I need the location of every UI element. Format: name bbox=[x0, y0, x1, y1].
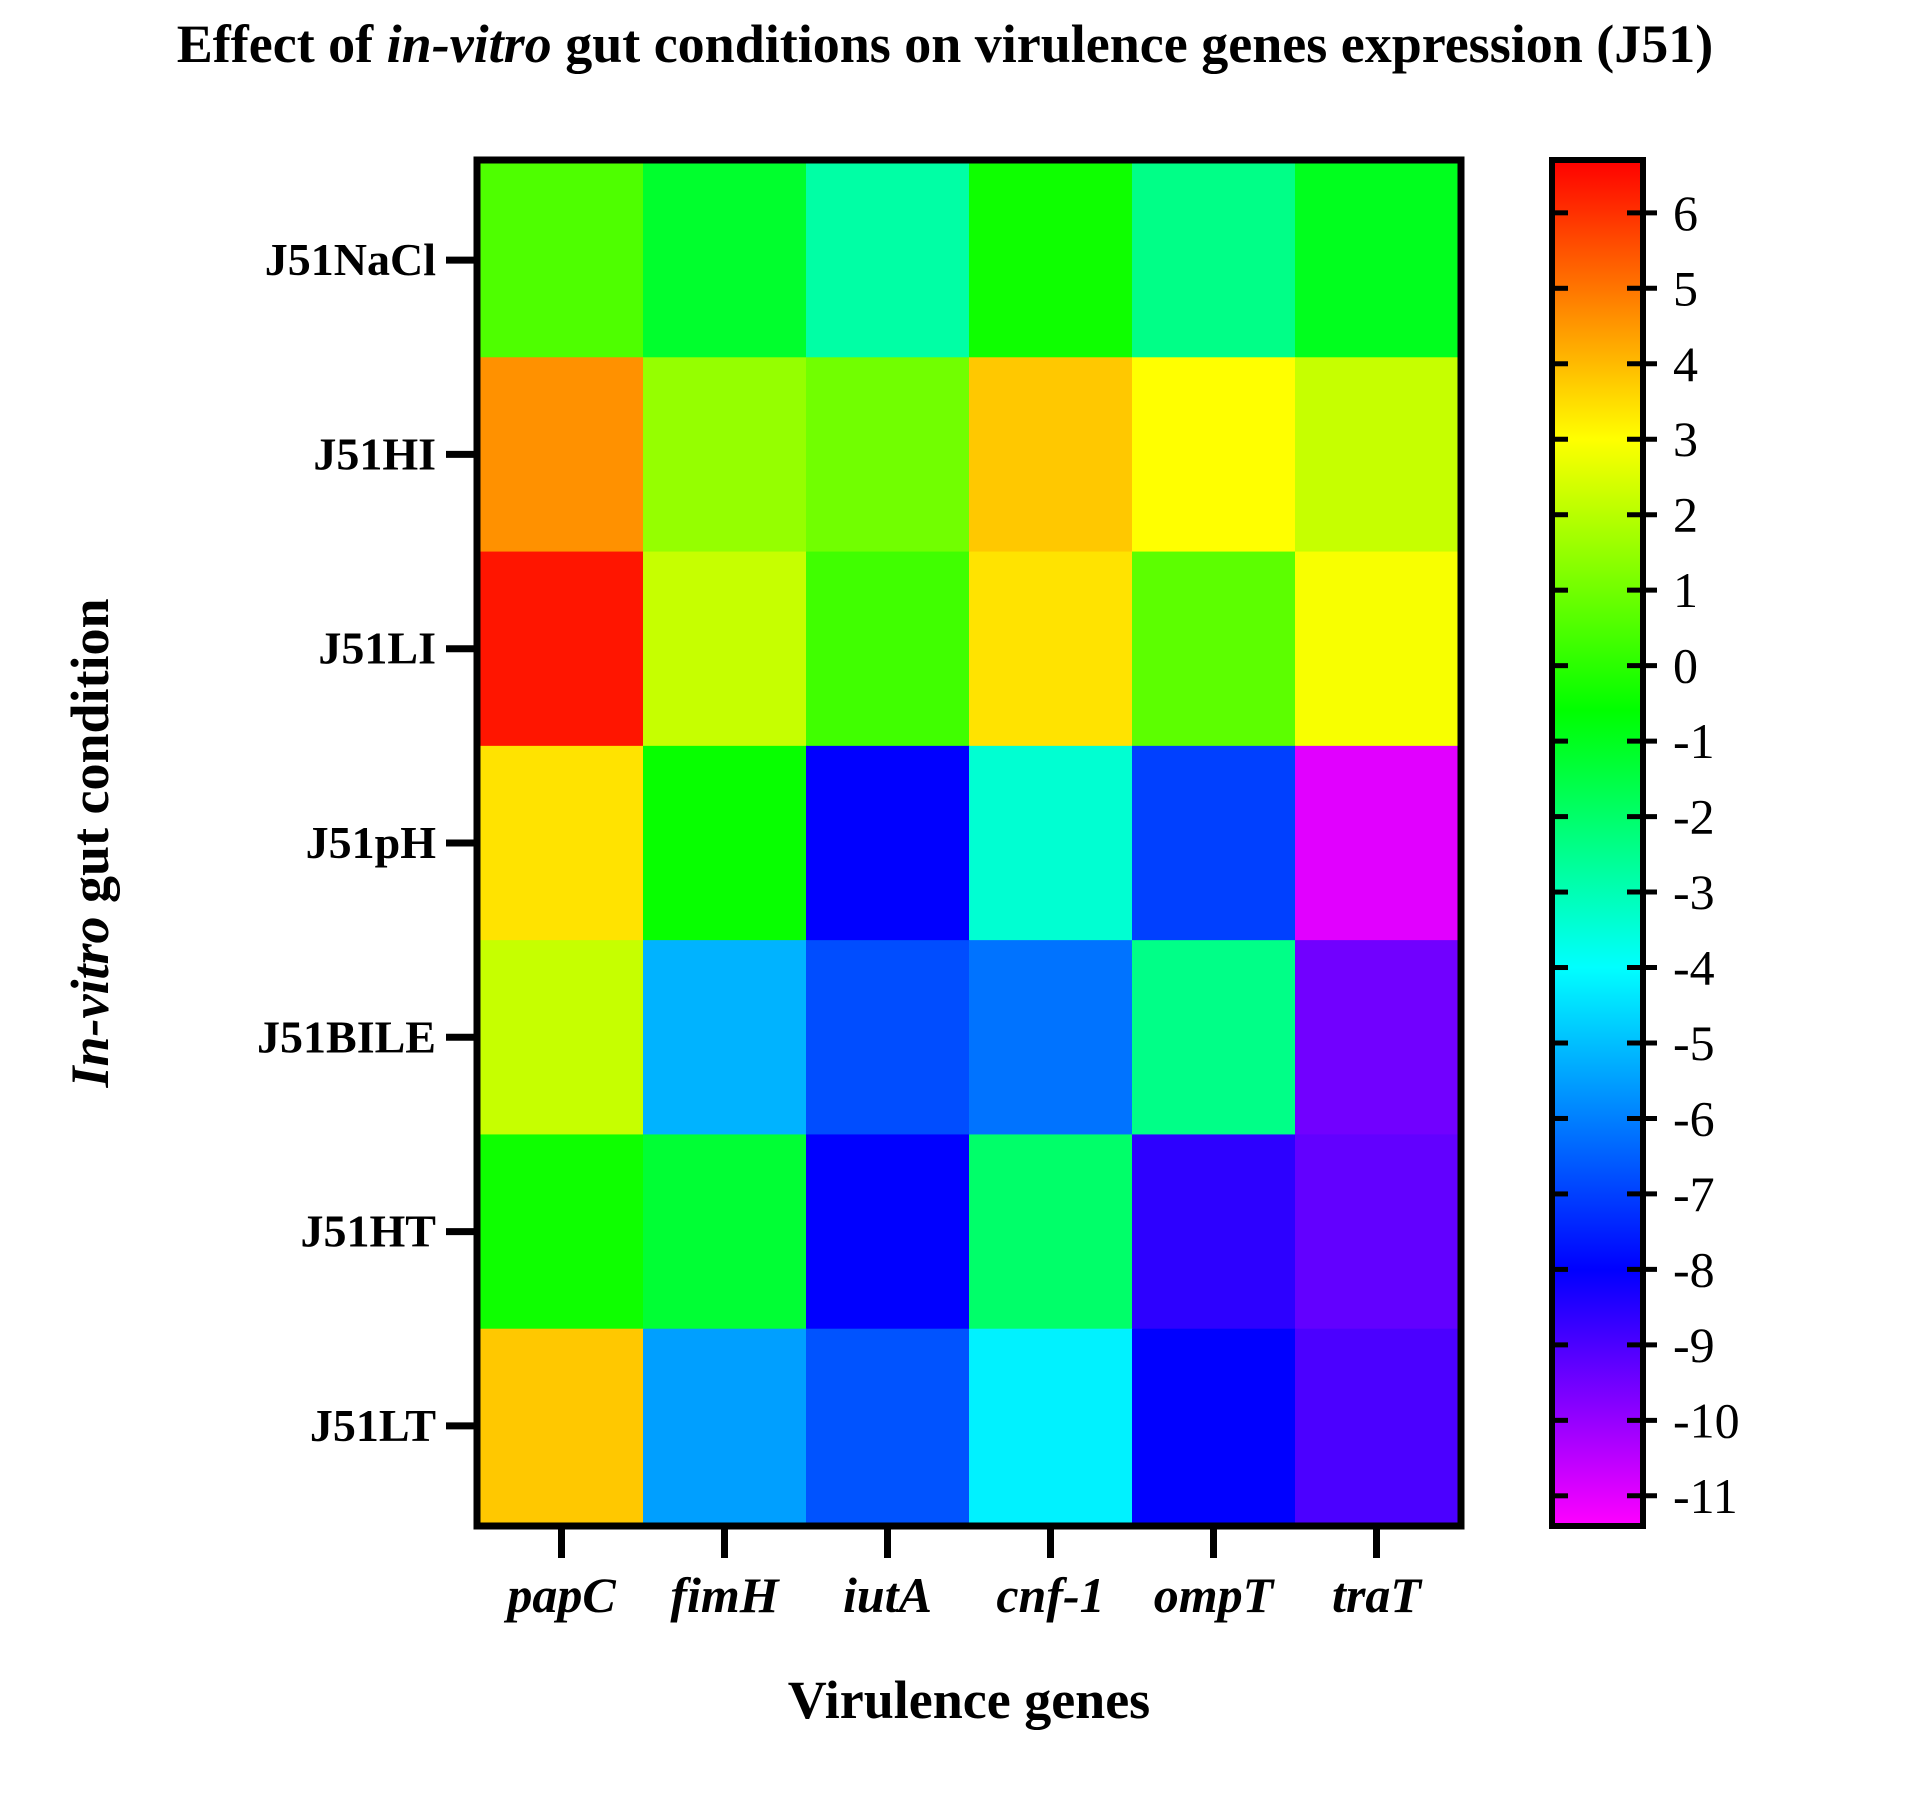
y-tick-label-J51HT: J51HT bbox=[301, 1206, 436, 1257]
heatmap-cell-J51HI-iutA bbox=[806, 357, 970, 553]
chart-title-part-2: gut conditions on virulence genes expres… bbox=[552, 14, 1714, 74]
heatmap-cell-J51pH-papC bbox=[480, 745, 644, 941]
heatmap-cell-J51NaCl-traT bbox=[1295, 163, 1459, 358]
y-tick-label-J51LT: J51LT bbox=[310, 1400, 436, 1451]
colorbar-tick-label--8: -8 bbox=[1673, 1241, 1715, 1297]
x-axis-label: Virulence genes bbox=[788, 1670, 1150, 1730]
heatmap-cell-J51LI-papC bbox=[480, 551, 644, 747]
colorbar-tick-label--2: -2 bbox=[1673, 789, 1715, 845]
colorbar bbox=[1549, 157, 1646, 1529]
heatmap-cell-J51BILE-iutA bbox=[806, 940, 970, 1136]
heatmap-cell-J51LI-cnf-1 bbox=[969, 551, 1133, 747]
heatmap-cell-J51HT-fimH bbox=[643, 1134, 807, 1330]
y-axis-label-italic: In-vitro bbox=[60, 917, 120, 1089]
heatmap-cell-J51BILE-papC bbox=[480, 940, 644, 1136]
y-axis-label: In-vitro gut condition bbox=[60, 598, 120, 1088]
heatmap-cell-J51HT-cnf-1 bbox=[969, 1134, 1133, 1330]
heatmap-cell-J51pH-iutA bbox=[806, 745, 970, 941]
x-tick-label-papC: papC bbox=[503, 1567, 616, 1623]
x-tick-label-iutA: iutA bbox=[843, 1567, 932, 1623]
y-axis-label-rest: gut condition bbox=[60, 598, 120, 916]
x-axis: papC fimH iutA cnf-1 ompT traT bbox=[503, 1526, 1423, 1623]
heatmap-cell-J51LI-iutA bbox=[806, 551, 970, 747]
x-tick-label-cnf-1: cnf-1 bbox=[996, 1567, 1104, 1623]
colorbar-tick-label--6: -6 bbox=[1673, 1090, 1715, 1146]
heatmap-cell-J51HT-traT bbox=[1295, 1134, 1459, 1330]
colorbar-ticks: 6 5 4 3 2 1 0 -1 -2 -3 -4 -5 -6 -7 -8 -9 -10 -11 bbox=[1552, 185, 1740, 1524]
y-tick-label-J51NaCl: J51NaCl bbox=[265, 234, 436, 285]
heatmap-cell-J51HI-cnf-1 bbox=[969, 357, 1133, 553]
heatmap-cell-J51pH-ompT bbox=[1132, 745, 1296, 941]
colorbar-tick-label-6: 6 bbox=[1673, 185, 1698, 241]
heatmap-cell-J51LT-papC bbox=[480, 1328, 644, 1524]
heatmap-cell-J51LI-traT bbox=[1295, 551, 1459, 747]
heatmap-cell-J51pH-traT bbox=[1295, 745, 1459, 941]
heatmap-cell-J51LT-iutA bbox=[806, 1328, 970, 1524]
heatmap-cell-J51LT-fimH bbox=[643, 1328, 807, 1524]
colorbar-tick-label-2: 2 bbox=[1673, 487, 1698, 543]
chart-title-part-1: Effect of bbox=[177, 14, 387, 74]
colorbar-tick-label--4: -4 bbox=[1673, 940, 1715, 996]
colorbar-tick-label-1: 1 bbox=[1673, 562, 1698, 618]
heatmap-cell-J51HI-papC bbox=[480, 357, 644, 553]
colorbar-tick-label--3: -3 bbox=[1673, 864, 1715, 920]
heatmap-cell-J51NaCl-iutA bbox=[806, 163, 970, 358]
chart-title: Effect of in-vitro gut conditions on vir… bbox=[177, 14, 1713, 74]
heatmap-cell-J51HI-fimH bbox=[643, 357, 807, 553]
heatmap-cell-J51HI-traT bbox=[1295, 357, 1459, 553]
colorbar-tick-label-0: 0 bbox=[1673, 638, 1698, 694]
x-tick-label-traT: traT bbox=[1332, 1567, 1423, 1623]
colorbar-tick-label-5: 5 bbox=[1673, 260, 1698, 316]
colorbar-tick-label--11: -11 bbox=[1673, 1468, 1738, 1524]
y-tick-label-J51LI: J51LI bbox=[318, 623, 436, 674]
y-tick-label-J51pH: J51pH bbox=[306, 817, 437, 868]
colorbar-tick-label--10: -10 bbox=[1673, 1392, 1740, 1448]
heatmap-cell-J51HI-ompT bbox=[1132, 357, 1296, 553]
y-axis: J51NaCl J51HI J51LI J51pH J51BILE J51HT J51LT bbox=[257, 234, 477, 1451]
heatmap-cell-J51HT-papC bbox=[480, 1134, 644, 1330]
heatmap-cell-J51HT-ompT bbox=[1132, 1134, 1296, 1330]
heatmap-cell-J51pH-cnf-1 bbox=[969, 745, 1133, 941]
y-tick-label-J51HI: J51HI bbox=[313, 428, 436, 479]
heatmap-cell-J51BILE-traT bbox=[1295, 940, 1459, 1136]
colorbar-tick-label--9: -9 bbox=[1673, 1317, 1715, 1373]
colorbar-tick-label--5: -5 bbox=[1673, 1015, 1715, 1071]
heatmap-cell-J51LT-ompT bbox=[1132, 1328, 1296, 1524]
colorbar-tick-label--1: -1 bbox=[1673, 713, 1715, 769]
heatmap-cell-J51LI-fimH bbox=[643, 551, 807, 747]
heatmap-cells bbox=[480, 163, 1459, 1524]
heatmap-cell-J51NaCl-papC bbox=[480, 163, 644, 358]
heatmap-cell-J51BILE-ompT bbox=[1132, 940, 1296, 1136]
colorbar-tick-label-4: 4 bbox=[1673, 336, 1698, 392]
heatmap-cell-J51pH-fimH bbox=[643, 745, 807, 941]
y-tick-label-J51BILE: J51BILE bbox=[257, 1011, 436, 1062]
heatmap-cell-J51LT-cnf-1 bbox=[969, 1328, 1133, 1524]
heatmap-cell-J51HT-iutA bbox=[806, 1134, 970, 1330]
x-tick-label-fimH: fimH bbox=[670, 1567, 780, 1623]
heatmap-cell-J51NaCl-cnf-1 bbox=[969, 163, 1133, 358]
colorbar-tick-label--7: -7 bbox=[1673, 1166, 1715, 1222]
heatmap-cell-J51BILE-cnf-1 bbox=[969, 940, 1133, 1136]
colorbar-tick-label-3: 3 bbox=[1673, 411, 1698, 467]
heatmap-cell-J51NaCl-ompT bbox=[1132, 163, 1296, 358]
heatmap-cell-J51LT-traT bbox=[1295, 1328, 1459, 1524]
x-tick-label-ompT: ompT bbox=[1154, 1567, 1276, 1623]
heatmap-cell-J51LI-ompT bbox=[1132, 551, 1296, 747]
heatmap-cell-J51NaCl-fimH bbox=[643, 163, 807, 358]
chart-title-italic: in-vitro bbox=[387, 14, 552, 74]
heatmap-cell-J51BILE-fimH bbox=[643, 940, 807, 1136]
